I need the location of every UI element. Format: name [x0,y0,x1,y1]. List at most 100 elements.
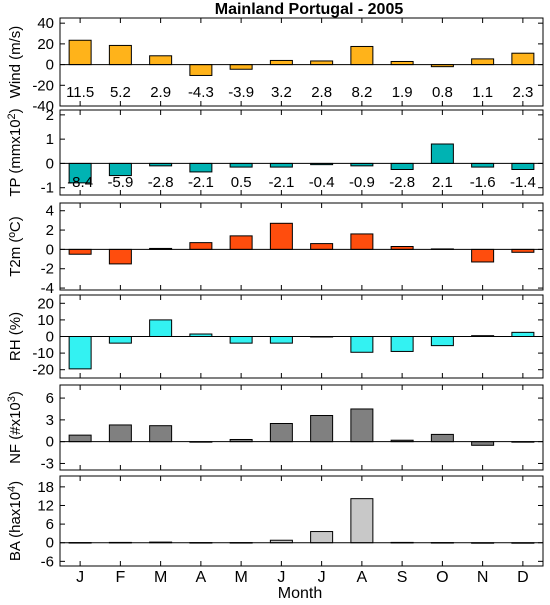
y-tick-label: -3 [41,455,54,472]
y-tick-label: 2 [46,107,54,124]
bar-tp-4 [189,162,213,173]
y-tick-label: 6 [46,390,54,407]
y-tick-label: -20 [32,77,54,94]
panel-frame-wind [59,17,544,107]
y-tick-label: 1 [46,131,54,148]
y-axis-label-rh: RH (%) [7,312,24,361]
data-label-tp: -1.6 [470,174,496,191]
bar-t2m-8 [350,233,374,250]
bar-ba-7 [310,531,334,544]
y-tick-label: 3 [46,412,54,429]
data-label-wind: 2.9 [150,84,171,101]
data-label-tp: -0.4 [309,174,335,191]
bar-wind-4 [189,64,213,76]
y-tick-label: 0 [46,155,54,172]
bar-t2m-7 [310,243,334,250]
y-tick-label: -10 [32,345,54,362]
bar-t2m-4 [189,242,213,250]
y-tick-label: 18 [37,479,54,496]
y-tick-label: 6 [46,516,54,533]
bar-nf-7 [310,415,334,443]
bar-nf-11 [471,441,495,446]
y-tick-label: 4 [46,203,54,220]
bar-rh-12 [511,331,535,338]
bar-tp-9 [390,162,414,171]
bar-rh-1 [68,336,92,370]
bar-nf-10 [430,433,454,443]
bar-wind-12 [511,52,535,66]
data-label-wind: 1.1 [472,84,493,101]
bar-wind-11 [471,58,495,66]
y-axis-label-tp: TP (mmx102) [6,108,24,196]
bar-nf-6 [269,423,293,443]
y-tick-label: 0 [46,241,54,258]
panel-frame-ba [59,475,544,567]
x-tick-label: F [115,569,125,586]
y-tick-label: -6 [41,553,54,570]
y-tick-label: -1 [41,180,54,197]
x-tick-label: J [277,569,285,586]
bar-wind-3 [149,55,173,66]
bar-t2m-11 [471,248,495,263]
panel-tp: 2 1 0 -1 -8.4 -5.9 -2.8 -2.1 0.5 -2.1 -0.4 -0.9 -2.8… [6,107,544,197]
y-tick-label: 0 [46,434,54,451]
y-tick-label: -2 [41,261,54,278]
x-tick-label: O [436,569,448,586]
data-label-tp: -2.1 [268,174,294,191]
y-axis-label-wind: Wind (m/s) [7,26,24,99]
data-label-tp: -8.4 [67,174,93,191]
y-tick-label: 0 [46,57,54,74]
x-tick-label: M [234,569,247,586]
x-tick-label: S [397,569,408,586]
panel-frame-tp [59,109,544,196]
data-label-wind: 1.9 [392,84,413,101]
x-tick-label: A [196,569,207,586]
x-tick-label: J [318,569,326,586]
bar-tp-6 [269,162,293,168]
y-axis-label-ba: BA (hax104) [6,481,24,561]
bar-t2m-5 [229,235,253,250]
x-tick-label: N [477,569,489,586]
panel-frame-nf [59,384,544,471]
bar-rh-8 [350,336,374,353]
bar-wind-7 [310,60,334,66]
y-tick-label: 20 [37,295,54,312]
data-label-wind: -3.9 [228,84,254,101]
y-tick-label: 40 [37,15,54,32]
data-label-wind: 8.2 [351,84,372,101]
bar-wind-2 [108,44,132,66]
bar-nf-3 [149,425,173,443]
data-label-tp: -2.8 [148,174,174,191]
y-tick-label: 2 [46,222,54,239]
panel-t2m: 4 2 0 -2 -4 T2m (ºC) [7,202,544,297]
bar-rh-5 [229,336,253,344]
y-tick-label: 0 [46,329,54,346]
y-tick-label: -20 [32,362,54,379]
data-label-wind: 3.2 [271,84,292,101]
bar-tp-12 [511,162,535,171]
bar-t2m-1 [68,248,92,255]
panel-nf: 6 3 0 -3 NF (#x103) [6,384,544,472]
data-label-tp: 0.5 [231,174,252,191]
y-axis-label-nf: NF (#x103) [6,391,24,464]
bar-rh-10 [430,336,454,347]
bar-rh-3 [149,319,173,337]
bar-tp-10 [430,143,454,164]
bar-rh-6 [269,336,293,344]
y-tick-label: 20 [37,36,54,53]
panel-wind: 40 20 0 -20 -40 11.5 5.2 2.9 -4.3 -3.9 3.2 2.8 8.2 1.… [7,15,544,115]
data-label-wind: 2.8 [311,84,332,101]
bar-t2m-2 [108,248,132,265]
bar-wind-8 [350,45,374,66]
y-axis-label-t2m: T2m (ºC) [7,216,24,276]
bar-t2m-6 [269,222,293,250]
y-tick-label: 10 [37,312,54,329]
data-label-tp: -5.9 [107,174,133,191]
data-label-wind: 2.3 [512,84,533,101]
x-tick-label: M [154,569,167,586]
